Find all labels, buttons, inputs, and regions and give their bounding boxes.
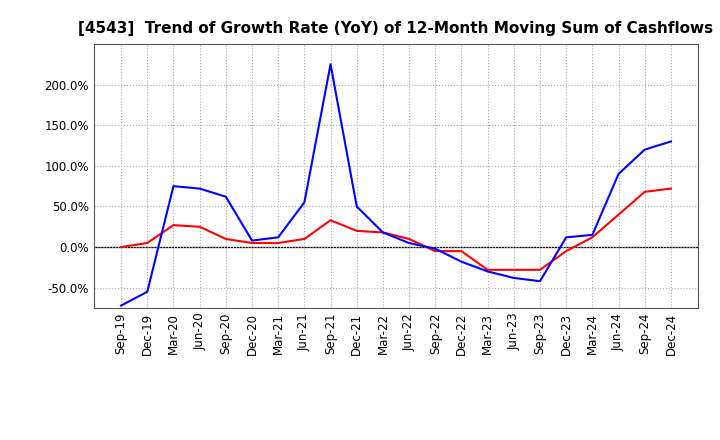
Free Cashflow <box>169 183 178 189</box>
Operating Cashflow <box>222 236 230 242</box>
Free Cashflow <box>300 200 309 205</box>
Free Cashflow <box>326 62 335 67</box>
Free Cashflow <box>274 235 282 240</box>
Free Cashflow <box>222 194 230 199</box>
Operating Cashflow <box>562 249 570 254</box>
Operating Cashflow <box>326 218 335 223</box>
Operating Cashflow <box>510 267 518 272</box>
Operating Cashflow <box>640 189 649 194</box>
Free Cashflow <box>379 230 387 235</box>
Operating Cashflow <box>169 223 178 228</box>
Free Cashflow <box>405 240 413 246</box>
Free Cashflow <box>510 275 518 281</box>
Free Cashflow <box>431 246 440 251</box>
Free Cashflow <box>352 204 361 209</box>
Operating Cashflow <box>379 230 387 235</box>
Operating Cashflow <box>405 236 413 242</box>
Line: Free Cashflow: Free Cashflow <box>121 64 671 305</box>
Operating Cashflow <box>536 267 544 272</box>
Operating Cashflow <box>352 228 361 234</box>
Operating Cashflow <box>117 245 125 250</box>
Line: Operating Cashflow: Operating Cashflow <box>121 189 671 270</box>
Free Cashflow <box>562 235 570 240</box>
Free Cashflow <box>143 289 152 294</box>
Operating Cashflow <box>614 212 623 217</box>
Operating Cashflow <box>274 240 282 246</box>
Free Cashflow <box>117 303 125 308</box>
Title: [4543]  Trend of Growth Rate (YoY) of 12-Month Moving Sum of Cashflows: [4543] Trend of Growth Rate (YoY) of 12-… <box>78 21 714 36</box>
Free Cashflow <box>457 259 466 264</box>
Free Cashflow <box>640 147 649 152</box>
Operating Cashflow <box>457 249 466 254</box>
Free Cashflow <box>195 186 204 191</box>
Operating Cashflow <box>431 249 440 254</box>
Operating Cashflow <box>195 224 204 229</box>
Free Cashflow <box>614 171 623 176</box>
Free Cashflow <box>536 279 544 284</box>
Operating Cashflow <box>483 267 492 272</box>
Operating Cashflow <box>300 236 309 242</box>
Free Cashflow <box>483 269 492 274</box>
Free Cashflow <box>667 139 675 144</box>
Free Cashflow <box>248 238 256 243</box>
Free Cashflow <box>588 232 597 238</box>
Operating Cashflow <box>667 186 675 191</box>
Operating Cashflow <box>588 235 597 240</box>
Operating Cashflow <box>143 240 152 246</box>
Operating Cashflow <box>248 240 256 246</box>
